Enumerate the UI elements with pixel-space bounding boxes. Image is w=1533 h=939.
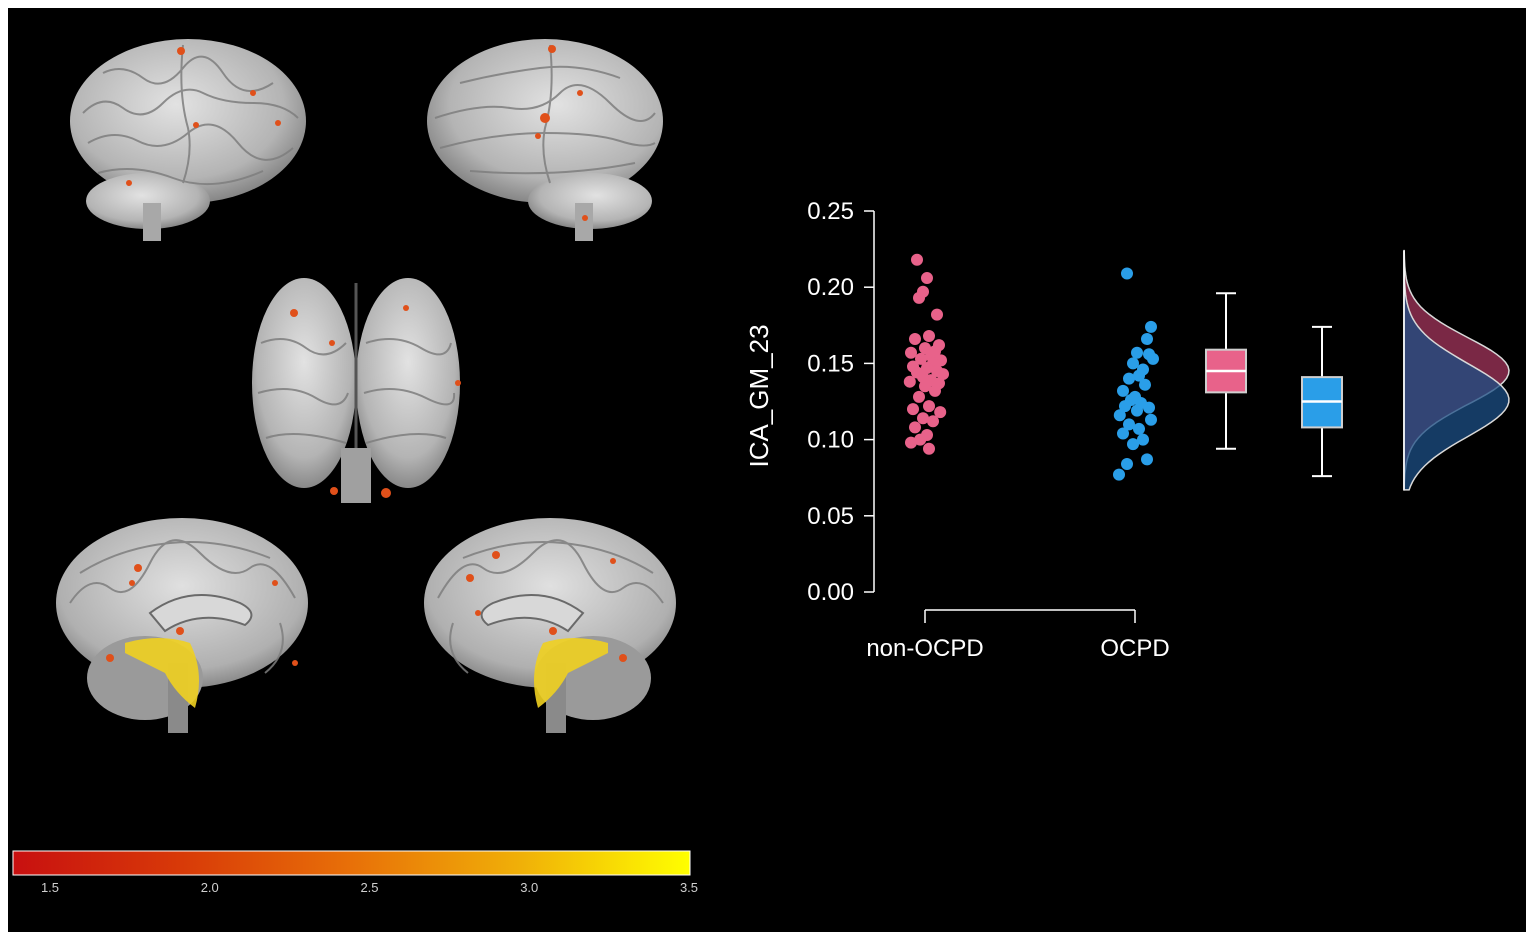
data-point bbox=[1141, 333, 1153, 346]
y-tick-label: 0.25 bbox=[807, 198, 854, 225]
data-point bbox=[921, 272, 933, 285]
data-point bbox=[1127, 357, 1139, 370]
data-point bbox=[1119, 400, 1131, 413]
right-lateral-view bbox=[427, 39, 663, 241]
data-point bbox=[1143, 401, 1155, 414]
data-point bbox=[1137, 433, 1149, 446]
colorbar-gradient bbox=[12, 850, 691, 876]
data-point bbox=[903, 375, 916, 388]
points bbox=[903, 253, 1159, 481]
data-point bbox=[1139, 378, 1151, 391]
data-point bbox=[1123, 418, 1135, 431]
y-tick-label: 0.15 bbox=[807, 350, 854, 377]
data-point bbox=[1113, 409, 1126, 422]
left-lateral-view bbox=[70, 39, 306, 241]
data-point bbox=[915, 352, 927, 365]
y-axis-label: ICA_GM_23 bbox=[744, 324, 774, 467]
data-point bbox=[929, 384, 941, 397]
data-point bbox=[1127, 438, 1139, 451]
data-point bbox=[1131, 404, 1143, 417]
colorbar: 1.5 2.0 2.5 3.0 3.5 bbox=[12, 850, 702, 898]
data-point bbox=[907, 403, 919, 416]
data-point bbox=[1147, 352, 1159, 365]
y-tick-label: 0.05 bbox=[807, 503, 854, 530]
colorbar-tick-label: 1.5 bbox=[41, 880, 59, 895]
data-point bbox=[1121, 457, 1133, 470]
colorbar-tick-label: 2.5 bbox=[360, 880, 378, 895]
colorbar-tick-label: 2.0 bbox=[201, 880, 219, 895]
y-tick-label: 0.00 bbox=[807, 579, 854, 606]
data-point bbox=[1145, 413, 1157, 426]
data-point bbox=[1117, 427, 1129, 440]
right-medial-view bbox=[424, 518, 676, 733]
data-point bbox=[913, 390, 925, 403]
y-tick-label: 0.10 bbox=[807, 427, 854, 454]
data-point bbox=[1121, 267, 1133, 280]
data-point bbox=[927, 415, 939, 428]
data-point bbox=[909, 421, 921, 434]
data-point bbox=[1113, 468, 1125, 481]
data-point bbox=[909, 333, 921, 346]
axes: 0.00 0.05 0.10 0.15 0.20 0.25 non-OCPD OCPD bbox=[807, 198, 1169, 662]
anterior-view bbox=[252, 278, 461, 503]
data-point bbox=[1123, 372, 1135, 385]
data-point bbox=[1133, 422, 1145, 435]
density-curve bbox=[1403, 250, 1510, 491]
data-point bbox=[1145, 320, 1157, 333]
data-point bbox=[923, 400, 935, 413]
data-point bbox=[911, 253, 923, 266]
x-tick-label: OCPD bbox=[1100, 635, 1169, 662]
y-tick-label: 0.20 bbox=[807, 274, 854, 301]
data-point bbox=[921, 361, 933, 374]
data-point bbox=[917, 412, 929, 425]
figure-panel: 1.5 2.0 2.5 3.0 3.5 ICA_GM_23 0.00 0.05 0.10 0.… bbox=[8, 8, 1526, 932]
data-point bbox=[913, 291, 925, 304]
data-point bbox=[934, 406, 947, 419]
data-point bbox=[1117, 384, 1129, 397]
data-point bbox=[914, 433, 927, 446]
data-point bbox=[923, 329, 935, 342]
data-point bbox=[905, 436, 917, 449]
colorbar-tick-label: 3.5 bbox=[680, 880, 698, 895]
data-point bbox=[923, 442, 935, 455]
x-tick-label: non-OCPD bbox=[866, 635, 983, 662]
data-point bbox=[1133, 369, 1145, 382]
data-point bbox=[905, 346, 917, 359]
left-medial-view bbox=[56, 518, 308, 733]
colorbar-tick-label: 3.0 bbox=[520, 880, 538, 895]
raincloud-chart: ICA_GM_23 0.00 0.05 0.10 0.15 0.20 0.25 non-OC… bbox=[744, 198, 1510, 662]
data-point bbox=[919, 380, 931, 393]
boxplots bbox=[1205, 292, 1343, 478]
data-point bbox=[937, 368, 949, 381]
colorbar-svg: 1.5 2.0 2.5 3.0 3.5 bbox=[12, 850, 698, 895]
density-plot bbox=[1403, 249, 1510, 491]
data-point bbox=[931, 308, 943, 321]
data-point bbox=[1131, 346, 1143, 359]
data-point bbox=[1141, 453, 1153, 466]
